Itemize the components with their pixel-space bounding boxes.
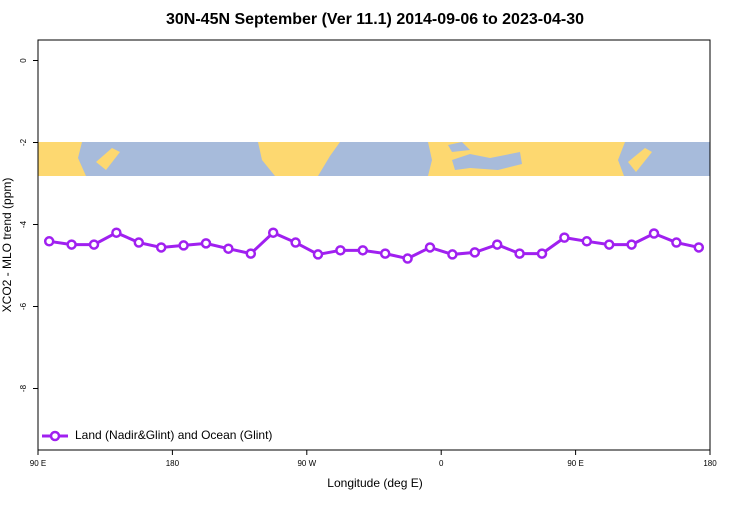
point <box>43 236 55 247</box>
point <box>626 239 637 250</box>
land <box>96 148 120 170</box>
x-tick-label: 90 W <box>297 459 316 468</box>
point <box>357 245 369 256</box>
point <box>536 248 548 259</box>
sea <box>448 142 470 152</box>
sea <box>452 152 522 170</box>
point <box>335 245 346 256</box>
land <box>38 142 86 176</box>
point <box>155 242 167 253</box>
x-tick-label: 180 <box>703 459 717 468</box>
y-tick-label: -8 <box>19 384 28 392</box>
y-tick-label: -6 <box>19 302 28 310</box>
point <box>312 249 324 260</box>
point <box>491 239 503 250</box>
point <box>693 242 705 253</box>
chart-title: 30N-45N September (Ver 11.1) 2014-09-06 … <box>166 11 584 28</box>
point <box>379 248 391 259</box>
point <box>223 243 234 254</box>
y-axis-label: XCO2 - MLO trend (ppm) <box>0 178 14 313</box>
point <box>111 227 122 238</box>
plot-frame <box>37 39 711 451</box>
point <box>290 237 301 248</box>
x-tick-label: 180 <box>166 459 180 468</box>
point <box>402 253 413 264</box>
y-tick-label: -4 <box>19 220 28 228</box>
point <box>66 239 77 250</box>
point <box>469 247 481 258</box>
map-band <box>38 142 710 176</box>
x-tick-label: 0 <box>439 459 444 468</box>
x-tick-label: 90 E <box>30 459 46 468</box>
point <box>133 237 145 248</box>
x-tick-label: 90 E <box>567 459 583 468</box>
point <box>245 248 257 259</box>
point <box>424 242 436 253</box>
point <box>603 239 615 250</box>
point <box>581 236 593 247</box>
land <box>258 142 340 176</box>
point <box>447 249 458 260</box>
point <box>88 239 100 250</box>
point <box>267 227 279 238</box>
point <box>200 238 212 249</box>
legend-label: Land (Nadir&Glint) and Ocean (Glint) <box>75 428 272 442</box>
point <box>514 248 525 259</box>
legend-marker <box>49 430 61 442</box>
y-tick-label: 0 <box>19 58 28 63</box>
x-axis-label: Longitude (deg E) <box>327 476 422 490</box>
point <box>648 228 660 239</box>
point <box>671 237 682 248</box>
point <box>559 232 570 243</box>
series-line <box>48 230 700 261</box>
y-tick-label: -2 <box>19 138 28 146</box>
land <box>628 148 652 172</box>
point <box>178 240 189 251</box>
